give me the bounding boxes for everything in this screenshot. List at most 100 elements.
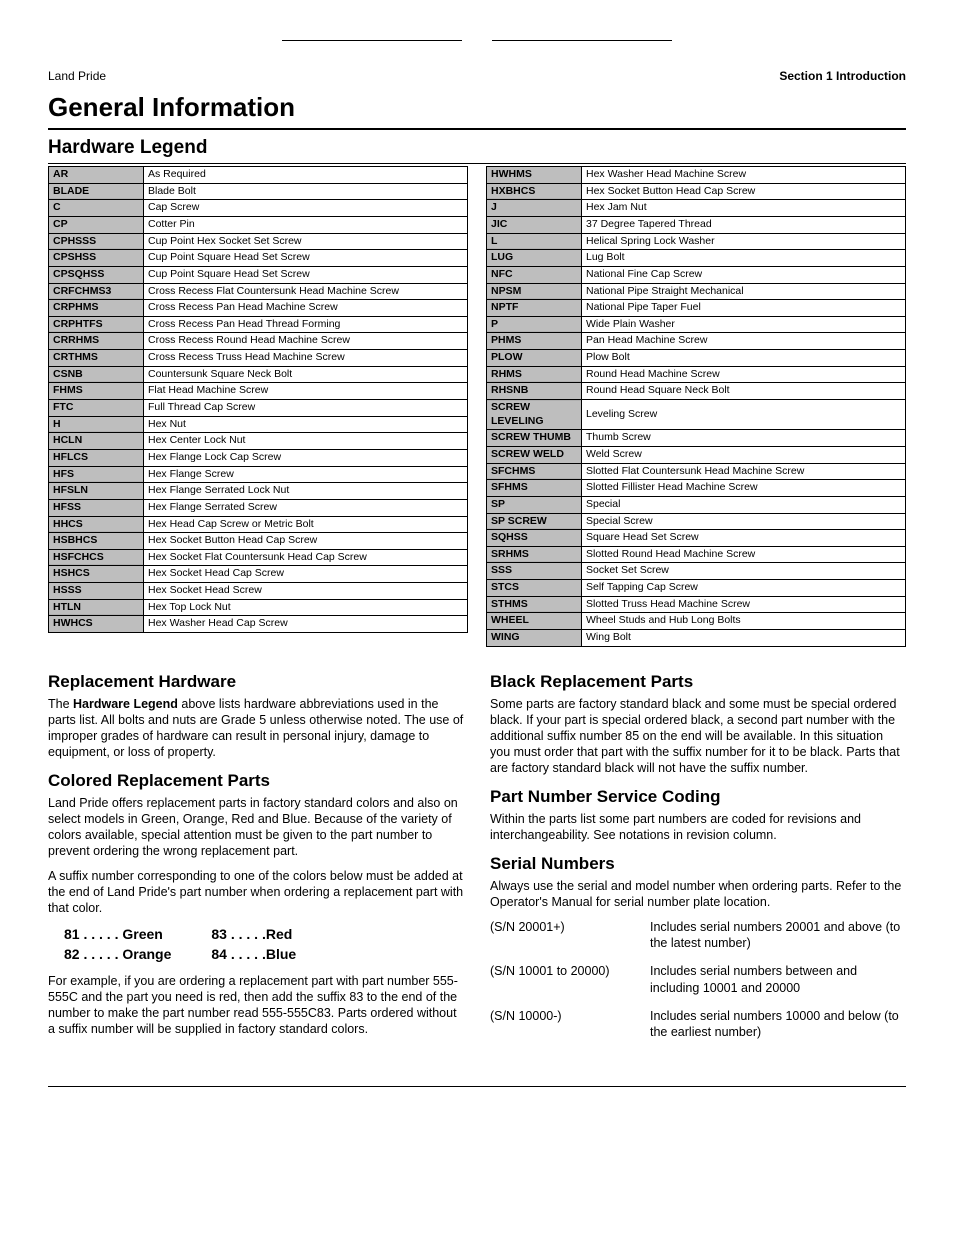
- legend-row: SFHMSSlotted Fillister Head Machine Scre…: [487, 480, 906, 497]
- legend-row: HTLNHex Top Lock Nut: [49, 599, 468, 616]
- legend-abbr: PHMS: [487, 333, 582, 350]
- legend-desc: Countersunk Square Neck Bolt: [144, 366, 468, 383]
- legend-desc: Round Head Square Neck Bolt: [582, 383, 906, 400]
- legend-abbr: HSFCHCS: [49, 549, 144, 566]
- legend-abbr: P: [487, 316, 582, 333]
- legend-row: CPSHSSCup Point Square Head Set Screw: [49, 250, 468, 267]
- legend-abbr: SP SCREW: [487, 513, 582, 530]
- legend-row: NPTFNational Pipe Taper Fuel: [487, 300, 906, 317]
- legend-abbr: SRHMS: [487, 546, 582, 563]
- legend-desc: Hex Center Lock Nut: [144, 433, 468, 450]
- legend-row: HHex Nut: [49, 416, 468, 433]
- legend-desc: Blade Bolt: [144, 183, 468, 200]
- legend-row: CRPHTFSCross Recess Pan Head Thread Form…: [49, 316, 468, 333]
- legend-row: HWHCSHex Washer Head Cap Screw: [49, 616, 468, 633]
- legend-desc: Cap Screw: [144, 200, 468, 217]
- legend-desc: Pan Head Machine Screw: [582, 333, 906, 350]
- colored-heading: Colored Replacement Parts: [48, 770, 464, 792]
- legend-row: STHMSSlotted Truss Head Machine Screw: [487, 596, 906, 613]
- page-title: General Information: [48, 91, 906, 125]
- legend-abbr: FHMS: [49, 383, 144, 400]
- legend-row: CSNBCountersunk Square Neck Bolt: [49, 366, 468, 383]
- legend-abbr: SCREW THUMB: [487, 430, 582, 447]
- serial-desc: Includes serial numbers 10000 and below …: [650, 1008, 906, 1041]
- legend-row: HXBHCSHex Socket Button Head Cap Screw: [487, 183, 906, 200]
- legend-desc: Wing Bolt: [582, 630, 906, 647]
- legend-desc: Hex Washer Head Cap Screw: [144, 616, 468, 633]
- legend-row: NFCNational Fine Cap Screw: [487, 266, 906, 283]
- legend-desc: Hex Flange Serrated Lock Nut: [144, 483, 468, 500]
- legend-abbr: STHMS: [487, 596, 582, 613]
- legend-table-left: ARAs RequiredBLADEBlade BoltCCap ScrewCP…: [48, 166, 468, 633]
- legend-abbr: HSHCS: [49, 566, 144, 583]
- legend-desc: Slotted Fillister Head Machine Screw: [582, 480, 906, 497]
- code-81: 81 . . . . . Green: [64, 925, 171, 943]
- legend-row: CPHSSSCup Point Hex Socket Set Screw: [49, 233, 468, 250]
- legend-row: LUGLug Bolt: [487, 250, 906, 267]
- colored-p3: For example, if you are ordering a repla…: [48, 973, 464, 1037]
- black-p1: Some parts are factory standard black an…: [490, 696, 906, 776]
- page-header: Land Pride Section 1 Introduction: [48, 69, 906, 85]
- legend-abbr: HFLCS: [49, 449, 144, 466]
- legend-desc: Leveling Screw: [582, 400, 906, 430]
- code-83: 83 . . . . .Red: [211, 925, 296, 943]
- legend-desc: Full Thread Cap Screw: [144, 400, 468, 417]
- legend-row: SCREW THUMBThumb Screw: [487, 430, 906, 447]
- legend-abbr: RHSNB: [487, 383, 582, 400]
- legend-desc: 37 Degree Tapered Thread: [582, 217, 906, 234]
- legend-abbr: LUG: [487, 250, 582, 267]
- colored-p2: A suffix number corresponding to one of …: [48, 868, 464, 916]
- serial-range: (S/N 10000-): [490, 1008, 640, 1041]
- legend-abbr: JIC: [487, 217, 582, 234]
- legend-abbr: HFSLN: [49, 483, 144, 500]
- legend-desc: Hex Socket Button Head Cap Screw: [144, 533, 468, 550]
- legend-row: BLADEBlade Bolt: [49, 183, 468, 200]
- legend-row: WHEELWheel Studs and Hub Long Bolts: [487, 613, 906, 630]
- legend-row: CRFCHMS3Cross Recess Flat Countersunk He…: [49, 283, 468, 300]
- legend-abbr: HHCS: [49, 516, 144, 533]
- legend-desc: Hex Nut: [144, 416, 468, 433]
- legend-abbr: HTLN: [49, 599, 144, 616]
- legend-row: HFLCSHex Flange Lock Cap Screw: [49, 449, 468, 466]
- legend-abbr: HSSS: [49, 583, 144, 600]
- legend-abbr: PLOW: [487, 350, 582, 367]
- legend-row: CRTHMSCross Recess Truss Head Machine Sc…: [49, 350, 468, 367]
- legend-desc: Slotted Truss Head Machine Screw: [582, 596, 906, 613]
- legend-row: CRRHMSCross Recess Round Head Machine Sc…: [49, 333, 468, 350]
- serial-p1: Always use the serial and model number w…: [490, 878, 906, 910]
- legend-abbr: CPSQHSS: [49, 266, 144, 283]
- legend-desc: Hex Head Cap Screw or Metric Bolt: [144, 516, 468, 533]
- serial-range: (S/N 20001+): [490, 919, 640, 952]
- legend-desc: Hex Socket Flat Countersunk Head Cap Scr…: [144, 549, 468, 566]
- legend-row: CPSQHSSCup Point Square Head Set Screw: [49, 266, 468, 283]
- legend-abbr: SSS: [487, 563, 582, 580]
- legend-abbr: CRTHMS: [49, 350, 144, 367]
- legend-row: HSSSHex Socket Head Screw: [49, 583, 468, 600]
- legend-desc: Cross Recess Pan Head Machine Screw: [144, 300, 468, 317]
- serial-heading: Serial Numbers: [490, 853, 906, 875]
- legend-desc: Hex Socket Head Cap Screw: [144, 566, 468, 583]
- legend-row: SSSSocket Set Screw: [487, 563, 906, 580]
- legend-desc: National Fine Cap Screw: [582, 266, 906, 283]
- legend-row: RHMSRound Head Machine Screw: [487, 366, 906, 383]
- legend-abbr: H: [49, 416, 144, 433]
- legend-abbr: HWHCS: [49, 616, 144, 633]
- legend-table-right: HWHMSHex Washer Head Machine ScrewHXBHCS…: [486, 166, 906, 647]
- coding-heading: Part Number Service Coding: [490, 786, 906, 808]
- legend-heading: Hardware Legend: [48, 136, 906, 161]
- legend-desc: Wide Plain Washer: [582, 316, 906, 333]
- legend-abbr: CSNB: [49, 366, 144, 383]
- legend-abbr: HWHMS: [487, 167, 582, 184]
- legend-desc: Slotted Round Head Machine Screw: [582, 546, 906, 563]
- legend-row: STCSSelf Tapping Cap Screw: [487, 580, 906, 597]
- legend-desc: Round Head Machine Screw: [582, 366, 906, 383]
- legend-desc: Cup Point Square Head Set Screw: [144, 250, 468, 267]
- serial-range: (S/N 10001 to 20000): [490, 963, 640, 996]
- legend-row: NPSMNational Pipe Straight Mechanical: [487, 283, 906, 300]
- code-82: 82 . . . . . Orange: [64, 945, 171, 963]
- legend-abbr: WING: [487, 630, 582, 647]
- legend-row: SP SCREWSpecial Screw: [487, 513, 906, 530]
- legend-row: CRPHMSCross Recess Pan Head Machine Scre…: [49, 300, 468, 317]
- legend-row: PWide Plain Washer: [487, 316, 906, 333]
- legend-abbr: AR: [49, 167, 144, 184]
